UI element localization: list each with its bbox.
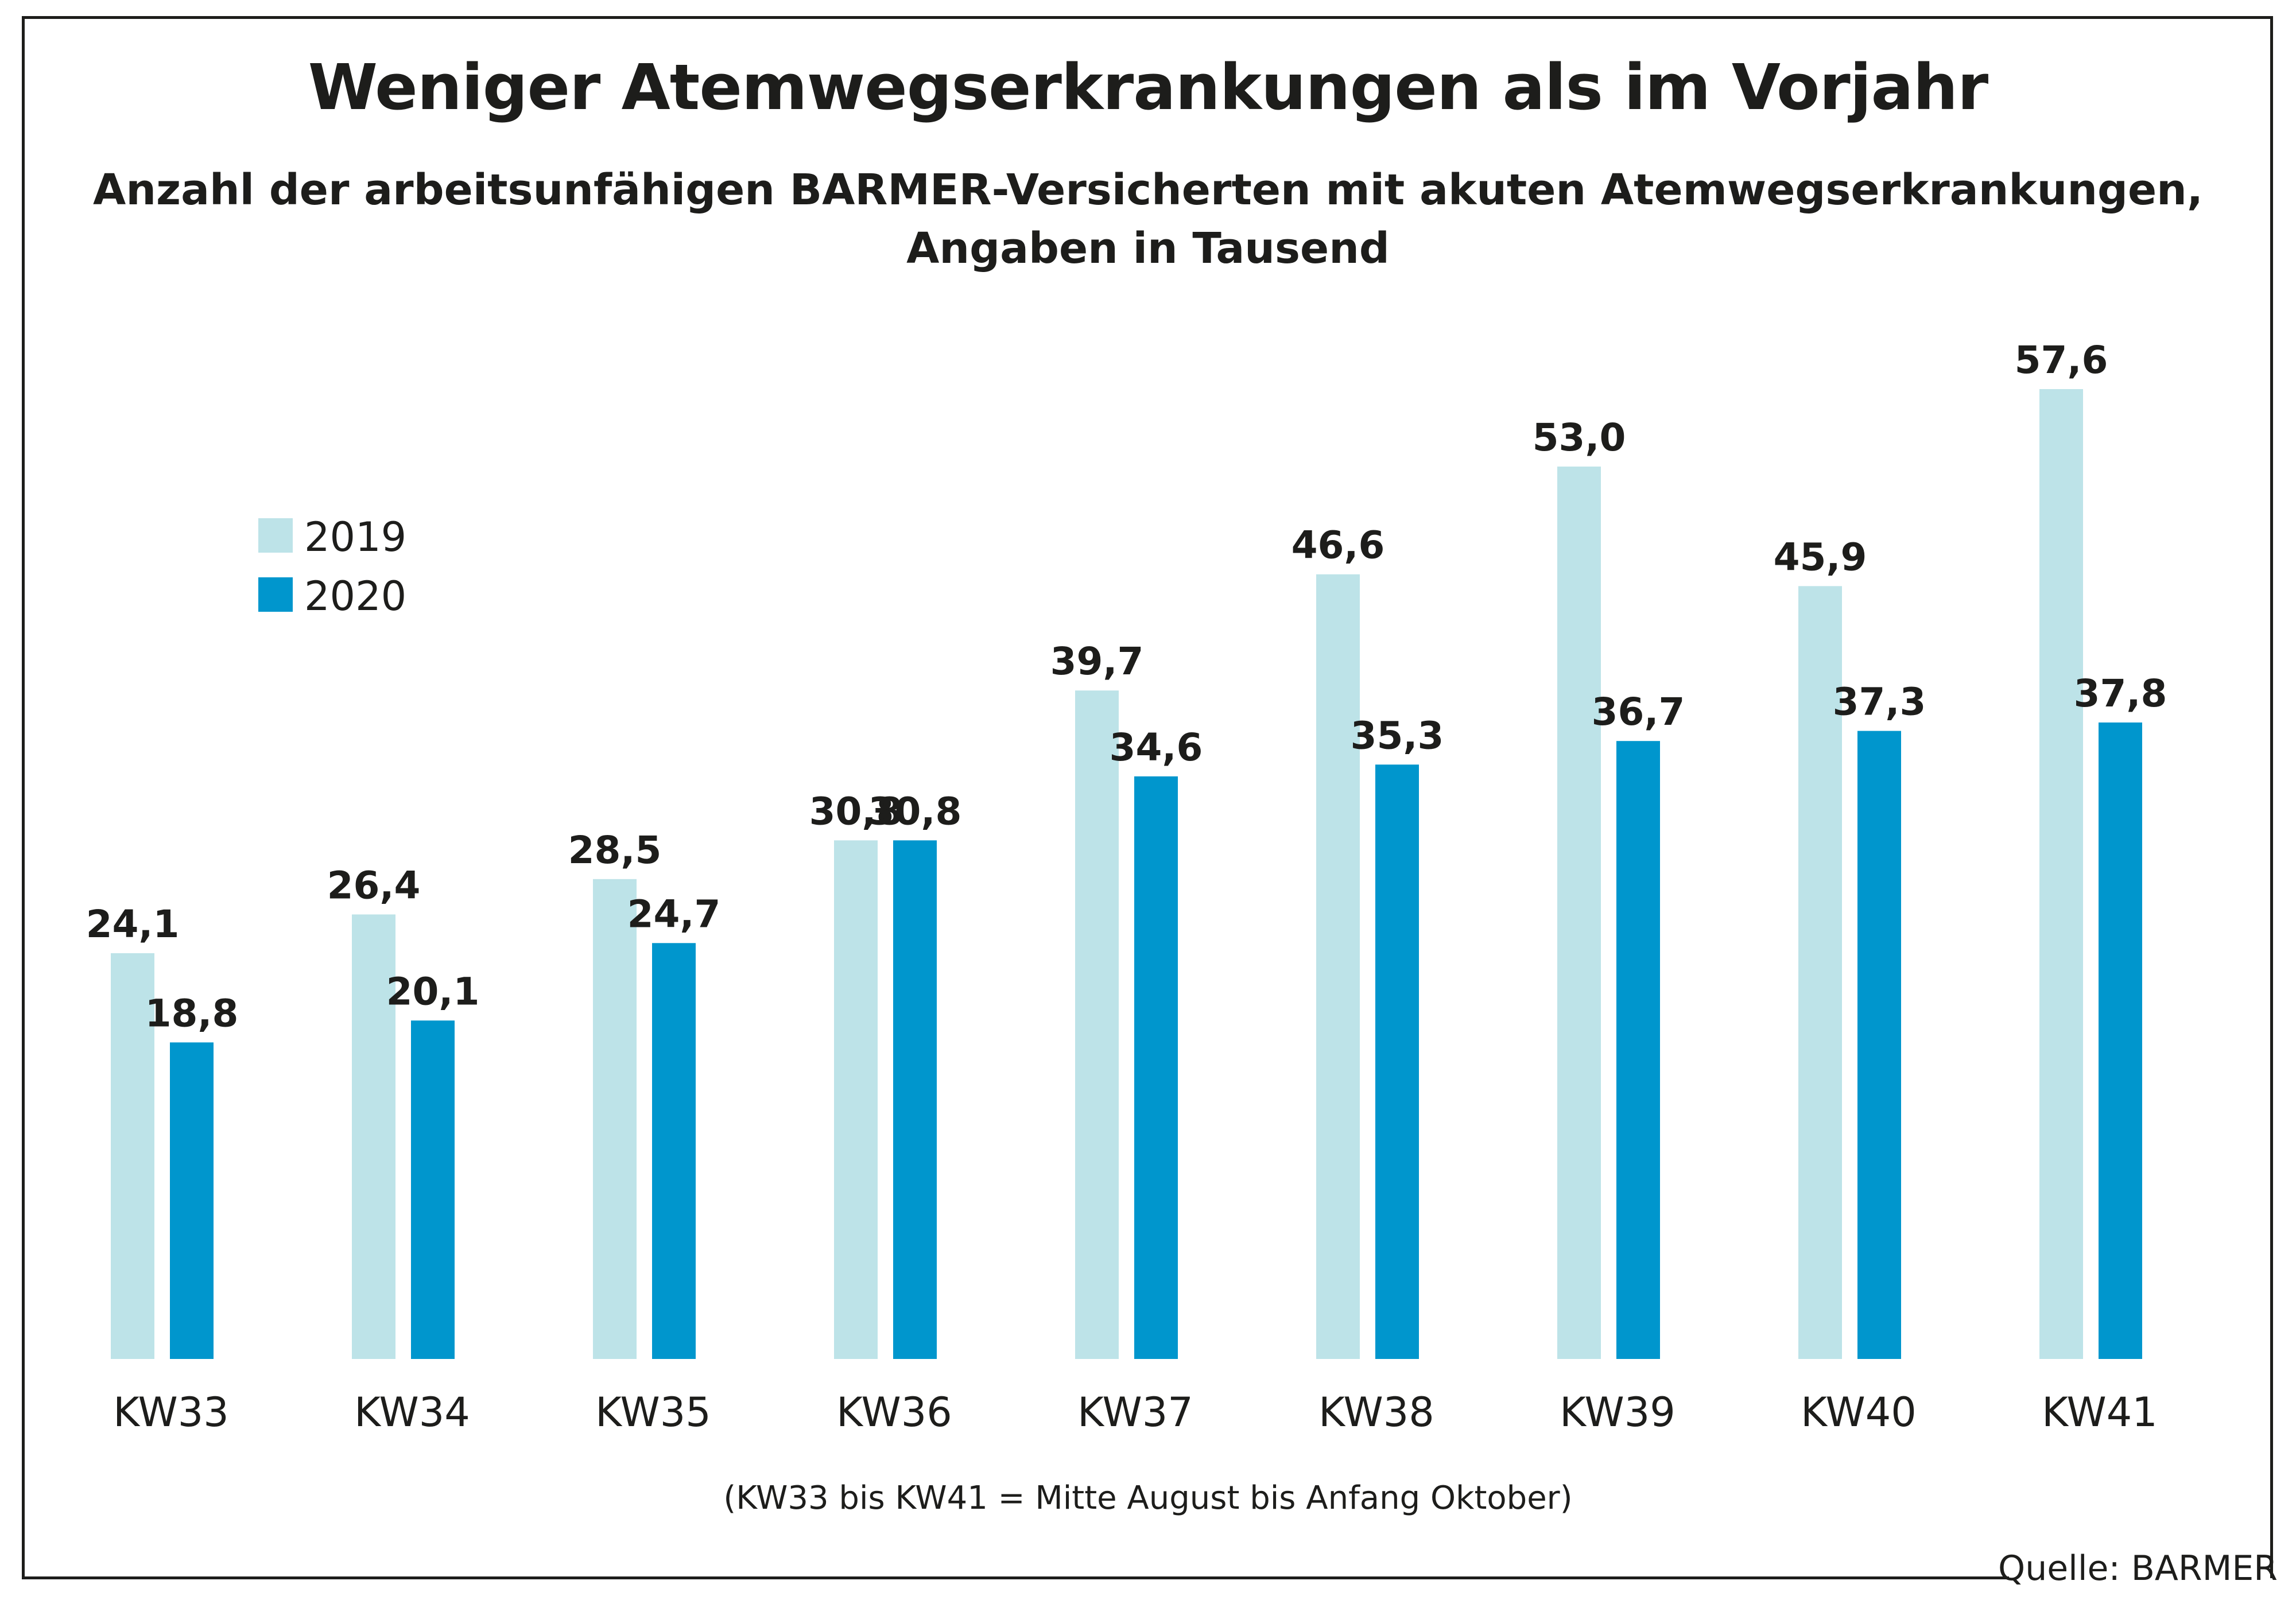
bar-2020-KW33 (170, 1042, 214, 1359)
x-tick-label-KW38: KW38 (1318, 1389, 1434, 1436)
data-label-2019-KW35: 28,5 (568, 828, 662, 872)
bar-2019-KW33 (111, 953, 154, 1359)
source-note: Quelle: BARMER (1998, 1548, 2278, 1589)
chart-subtitle-line-2: Angaben in Tausend (906, 224, 1390, 273)
x-tick-label-KW33: KW33 (113, 1389, 229, 1436)
data-label-2019-KW34: 26,4 (327, 863, 421, 907)
bar-2019-KW40 (1798, 586, 1842, 1359)
bar-2019-KW34 (352, 914, 395, 1359)
bar-2019-KW35 (593, 879, 637, 1359)
data-label-2019-KW40: 45,9 (1774, 535, 1867, 579)
bar-2020-KW39 (1616, 741, 1660, 1359)
data-label-2019-KW36: 30,8 (809, 789, 903, 833)
bar-2019-KW39 (1557, 466, 1601, 1359)
data-label-2019-KW39: 53,0 (1533, 415, 1626, 460)
data-label-2020-KW36: 30,8 (868, 789, 962, 833)
chart-footnote: (KW33 bis KW41 = Mitte August bis Anfang… (723, 1479, 1573, 1517)
x-tick-label-KW34: KW34 (354, 1389, 470, 1436)
data-label-2020-KW33: 18,8 (145, 991, 239, 1035)
bar-2020-KW38 (1375, 764, 1419, 1359)
legend-label-2019: 2019 (304, 514, 407, 561)
data-label-2020-KW39: 36,7 (1592, 690, 1685, 734)
legend-swatch-2019 (258, 518, 293, 553)
data-label-2019-KW41: 57,6 (2015, 338, 2108, 382)
data-label-2020-KW37: 34,6 (1110, 725, 1203, 770)
frame-bottom-border (22, 1576, 2009, 1579)
bar-2019-KW37 (1075, 690, 1119, 1359)
bar-2019-KW41 (2039, 389, 2083, 1359)
bar-2020-KW35 (652, 943, 696, 1359)
bar-2020-KW37 (1134, 776, 1178, 1359)
bar-2020-KW36 (893, 840, 937, 1359)
chart-subtitle-line-1: Anzahl der arbeitsunfähigen BARMER-Versi… (93, 165, 2203, 215)
bar-2020-KW34 (411, 1020, 455, 1359)
data-label-2019-KW37: 39,7 (1050, 639, 1144, 684)
legend-label-2020: 2020 (304, 573, 407, 620)
bar-2020-KW40 (1857, 731, 1901, 1359)
x-tick-label-KW36: KW36 (836, 1389, 952, 1436)
x-tick-label-KW40: KW40 (1801, 1389, 1917, 1436)
chart-title: Weniger Atemwegserkrankungen als im Vorj… (308, 51, 1989, 124)
legend-swatch-2020 (258, 577, 293, 612)
data-label-2020-KW38: 35,3 (1351, 713, 1444, 758)
data-label-2019-KW33: 24,1 (86, 902, 180, 946)
x-tick-label-KW39: KW39 (1560, 1389, 1676, 1436)
data-label-2020-KW40: 37,3 (1833, 680, 1926, 724)
data-label-2020-KW41: 37,8 (2074, 671, 2167, 716)
data-label-2020-KW34: 20,1 (386, 969, 480, 1013)
x-tick-label-KW41: KW41 (2042, 1389, 2158, 1436)
bar-2019-KW38 (1316, 574, 1360, 1359)
data-label-2019-KW38: 46,6 (1292, 523, 1385, 568)
bar-2019-KW36 (834, 840, 878, 1359)
bar-2020-KW41 (2099, 722, 2142, 1359)
chart-frame (22, 16, 2273, 1578)
data-label-2020-KW35: 24,7 (627, 892, 721, 936)
x-tick-label-KW35: KW35 (595, 1389, 711, 1436)
x-tick-label-KW37: KW37 (1077, 1389, 1193, 1436)
